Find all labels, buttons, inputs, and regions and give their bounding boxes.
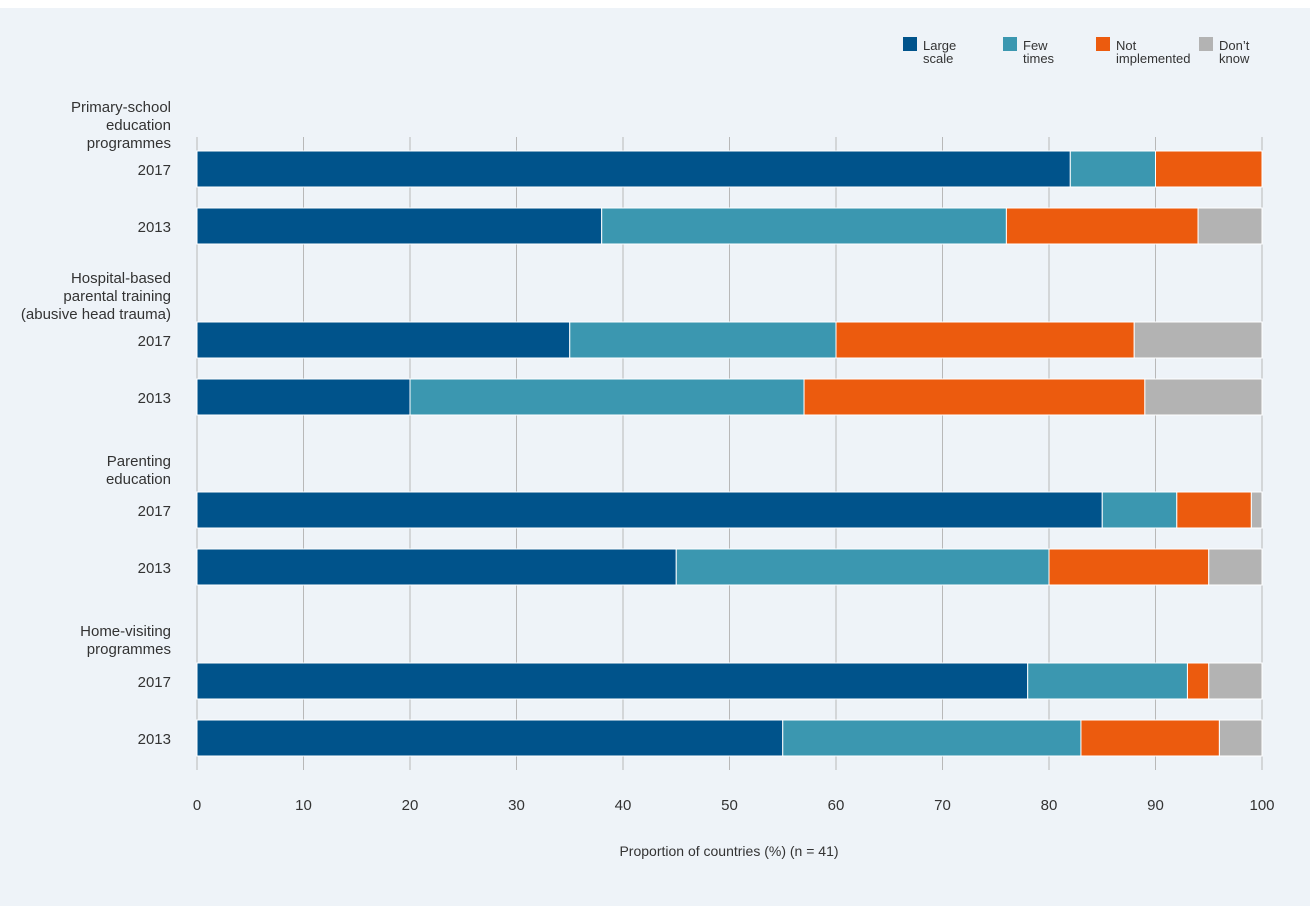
group-label-2-line-3: (abusive head trauma) bbox=[21, 306, 171, 323]
legend-label-2-line-2: times bbox=[1023, 51, 1055, 66]
x-tick-label-80: 80 bbox=[1041, 797, 1058, 814]
bar-segment-2-2013-1 bbox=[196, 378, 411, 416]
x-tick-label-10: 10 bbox=[295, 797, 312, 814]
row-label-1-2017: 2017 bbox=[138, 162, 171, 179]
bar-segment-2-2017-1 bbox=[196, 321, 571, 359]
x-tick-label-40: 40 bbox=[615, 797, 632, 814]
bar-segment-4-2013-3 bbox=[1080, 719, 1220, 757]
bar-segment-1-2013-1 bbox=[196, 207, 603, 245]
group-label-3-line-1: Parenting bbox=[107, 453, 171, 470]
bar-segment-4-2013-1 bbox=[196, 719, 784, 757]
bar-segment-3-2013-2 bbox=[675, 548, 1050, 586]
top-border bbox=[0, 0, 1310, 8]
bar-segment-2-2013-4 bbox=[1144, 378, 1263, 416]
x-tick-label-70: 70 bbox=[934, 797, 951, 814]
group-label-2-line-1: Hospital-based bbox=[71, 270, 171, 287]
legend-label-3-line-1: Not bbox=[1116, 38, 1137, 53]
x-axis-ticks: 0 10 20 30 40 50 60 70 80 90 100 bbox=[193, 797, 1275, 814]
bar-segment-2-2017-4 bbox=[1133, 321, 1263, 359]
bar-segment-1-2017-1 bbox=[196, 150, 1071, 188]
group-labels: Primary-schooleducationprogrammesHospita… bbox=[21, 99, 171, 658]
group-label-4-line-1: Home-visiting bbox=[80, 623, 171, 640]
group-label-1-line-3: programmes bbox=[87, 135, 171, 152]
legend-label-4-line-1: Don’t bbox=[1219, 38, 1250, 53]
bar-segment-2-2017-2 bbox=[569, 321, 837, 359]
bar-segment-4-2017-4 bbox=[1208, 662, 1263, 700]
bar-segment-3-2017-2 bbox=[1101, 491, 1178, 529]
group-label-1-line-1: Primary-school bbox=[71, 99, 171, 116]
row-label-1-2013: 2013 bbox=[138, 219, 171, 236]
bar-segment-3-2017-1 bbox=[196, 491, 1103, 529]
x-tick-label-100: 100 bbox=[1249, 797, 1274, 814]
bar-segment-3-2013-3 bbox=[1048, 548, 1210, 586]
x-axis-title: Proportion of countries (%) (n = 41) bbox=[619, 843, 838, 859]
bar-segment-1-2013-2 bbox=[601, 207, 1007, 245]
bar-segment-4-2017-1 bbox=[196, 662, 1029, 700]
legend-label-3-line-2: implemented bbox=[1116, 51, 1190, 66]
row-label-3-2013: 2013 bbox=[138, 560, 171, 577]
legend-label-1-line-2: scale bbox=[923, 51, 953, 66]
row-label-2-2013: 2013 bbox=[138, 390, 171, 407]
legend-swatch-1 bbox=[903, 37, 917, 51]
legend-label-1-line-1: Large bbox=[923, 38, 956, 53]
bar-segment-3-2013-1 bbox=[196, 548, 677, 586]
legend-label-2-line-1: Few bbox=[1023, 38, 1048, 53]
legend-swatch-3 bbox=[1096, 37, 1110, 51]
row-label-2-2017: 2017 bbox=[138, 333, 171, 350]
x-tick-label-0: 0 bbox=[193, 797, 201, 814]
x-tick-label-30: 30 bbox=[508, 797, 525, 814]
x-tick-label-60: 60 bbox=[828, 797, 845, 814]
group-label-4-line-2: programmes bbox=[87, 641, 171, 658]
bar-segment-4-2013-4 bbox=[1218, 719, 1263, 757]
legend-swatch-2 bbox=[1003, 37, 1017, 51]
bar-segment-4-2013-2 bbox=[782, 719, 1082, 757]
bar-segment-2-2013-3 bbox=[803, 378, 1146, 416]
row-label-3-2017: 2017 bbox=[138, 503, 171, 520]
group-label-3-line-2: education bbox=[106, 471, 171, 488]
bar-segment-2-2013-2 bbox=[409, 378, 805, 416]
bar-segment-3-2017-4 bbox=[1250, 491, 1263, 529]
group-label-2-line-2: parental training bbox=[63, 288, 171, 305]
x-tick-label-90: 90 bbox=[1147, 797, 1164, 814]
bar-segment-4-2017-3 bbox=[1186, 662, 1210, 700]
bar-segment-1-2017-3 bbox=[1155, 150, 1263, 188]
row-label-4-2017: 2017 bbox=[138, 674, 171, 691]
bar-segment-4-2017-2 bbox=[1027, 662, 1188, 700]
x-tick-label-20: 20 bbox=[402, 797, 419, 814]
x-tick-label-50: 50 bbox=[721, 797, 738, 814]
bars bbox=[196, 150, 1263, 757]
bar-segment-3-2017-3 bbox=[1176, 491, 1252, 529]
row-label-4-2013: 2013 bbox=[138, 731, 171, 748]
bar-segment-2-2017-3 bbox=[835, 321, 1135, 359]
legend-swatch-4 bbox=[1199, 37, 1213, 51]
row-labels: 2017 2013 2017 2013 2017 2013 2017 2013 bbox=[138, 162, 171, 748]
bar-segment-1-2017-2 bbox=[1069, 150, 1157, 188]
legend-label-4-line-2: know bbox=[1219, 51, 1250, 66]
bar-segment-1-2013-4 bbox=[1197, 207, 1263, 245]
bar-segment-1-2013-3 bbox=[1005, 207, 1199, 245]
group-label-1-line-2: education bbox=[106, 117, 171, 134]
bar-segment-3-2013-4 bbox=[1208, 548, 1263, 586]
